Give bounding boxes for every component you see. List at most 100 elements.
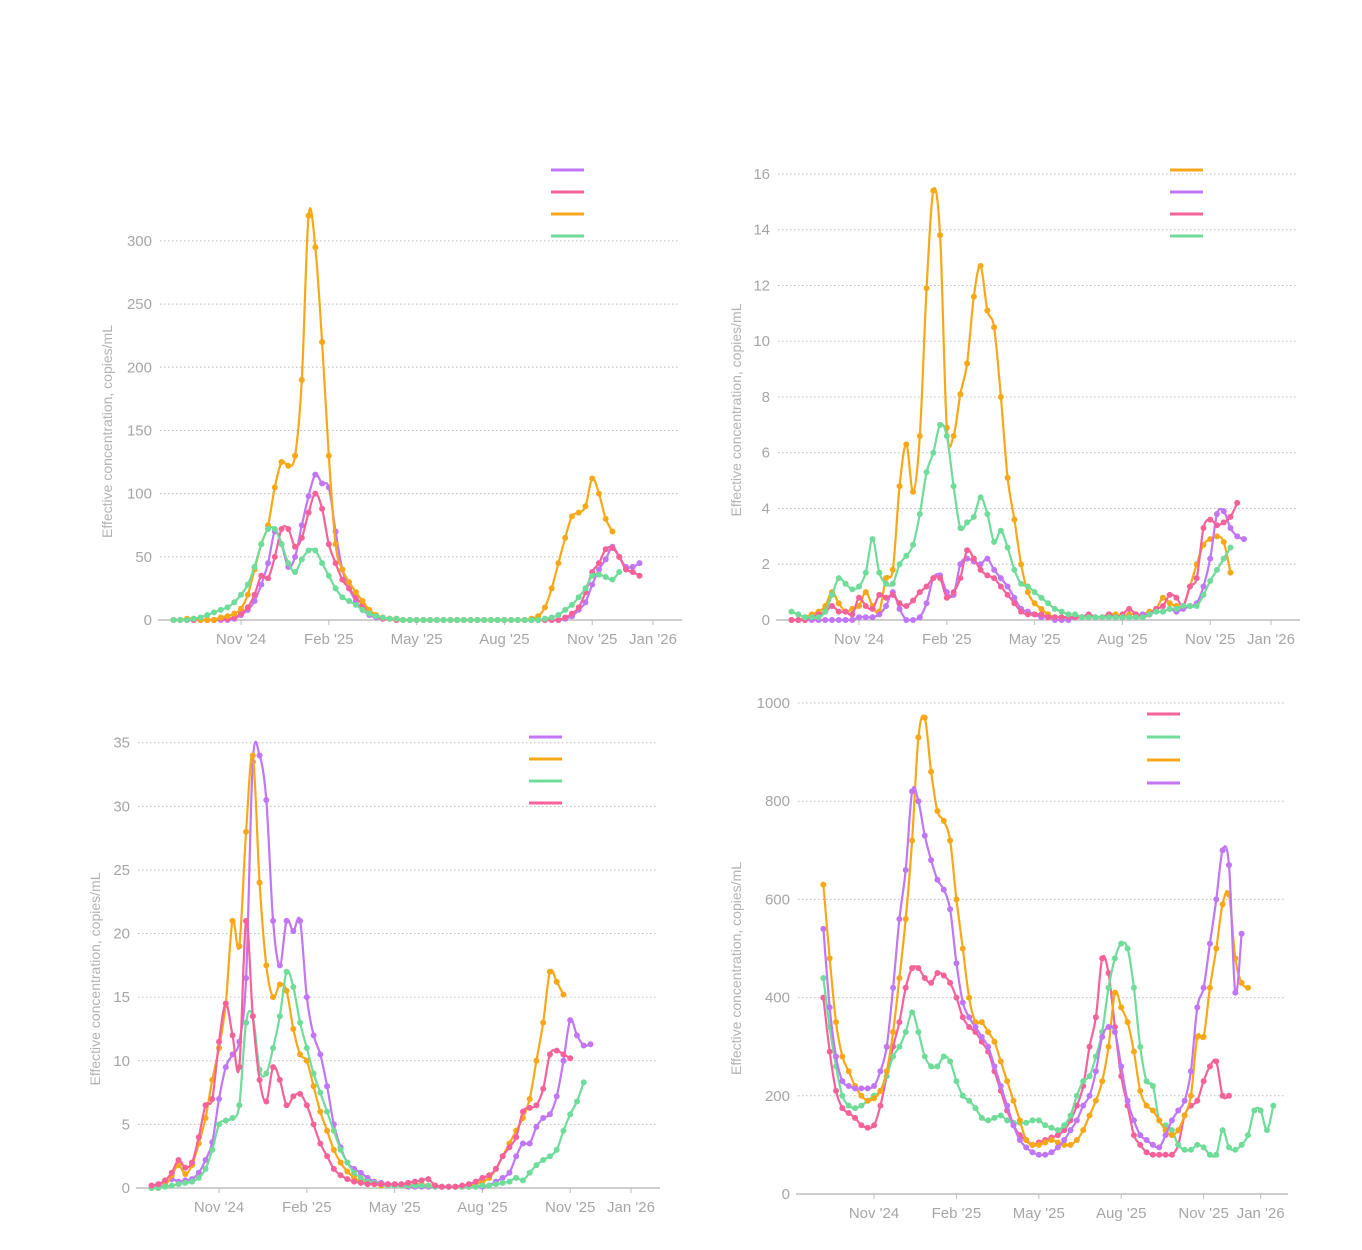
data-point-pink[interactable] [1200, 1078, 1207, 1085]
data-point-pink[interactable] [930, 575, 937, 582]
data-point-pink[interactable] [910, 597, 917, 604]
data-point-pink[interactable] [622, 566, 629, 573]
data-point-pink[interactable] [964, 547, 971, 554]
data-point-orange[interactable] [1016, 1117, 1023, 1124]
data-point-pink[interactable] [575, 604, 582, 611]
data-point-pink[interactable] [243, 917, 250, 924]
data-point-pink[interactable] [195, 1134, 202, 1141]
data-point-green[interactable] [400, 617, 407, 623]
data-point-orange[interactable] [526, 1095, 533, 1102]
data-point-orange[interactable] [317, 1108, 324, 1115]
data-point-green[interactable] [997, 527, 1004, 534]
data-point-purple[interactable] [934, 876, 941, 883]
data-point-pink[interactable] [1038, 611, 1045, 618]
data-point-purple[interactable] [1035, 1151, 1042, 1158]
data-point-orange[interactable] [325, 452, 332, 459]
data-point-green[interactable] [330, 1127, 337, 1134]
data-point-green[interactable] [170, 617, 177, 623]
data-point-pink[interactable] [902, 984, 909, 991]
data-point-purple[interactable] [1061, 1136, 1068, 1143]
data-point-pink[interactable] [258, 572, 265, 579]
data-point-green[interactable] [1065, 611, 1072, 618]
data-point-purple[interactable] [195, 1169, 202, 1176]
data-point-orange[interactable] [820, 881, 827, 888]
data-point-orange[interactable] [312, 244, 319, 251]
data-point-green[interactable] [849, 586, 856, 593]
data-point-green[interactable] [1257, 1107, 1264, 1114]
data-point-green[interactable] [1058, 608, 1065, 615]
data-point-green[interactable] [190, 615, 197, 622]
data-point-green[interactable] [420, 617, 427, 623]
data-point-purple[interactable] [256, 752, 263, 759]
data-point-green[interactable] [1139, 614, 1146, 621]
data-point-pink[interactable] [312, 490, 319, 497]
data-point-green[interactable] [352, 601, 359, 608]
data-point-green[interactable] [1004, 544, 1011, 551]
data-point-pink[interactable] [276, 1076, 283, 1083]
data-point-green[interactable] [862, 569, 869, 576]
data-point-pink[interactable] [344, 1176, 351, 1183]
data-point-green[interactable] [319, 560, 326, 567]
data-point-green[interactable] [1137, 1043, 1144, 1050]
data-point-purple[interactable] [953, 960, 960, 967]
data-point-pink[interactable] [298, 534, 305, 541]
data-point-pink[interactable] [636, 572, 643, 579]
data-point-purple[interactable] [589, 581, 596, 588]
data-point-green[interactable] [937, 421, 944, 428]
data-point-purple[interactable] [258, 581, 265, 588]
data-point-green[interactable] [433, 617, 440, 623]
data-point-green[interactable] [896, 1043, 903, 1050]
data-point-pink[interactable] [984, 572, 991, 579]
data-point-orange[interactable] [1035, 1141, 1042, 1148]
data-point-pink[interactable] [459, 1182, 466, 1189]
data-point-orange[interactable] [297, 1051, 304, 1058]
data-point-green[interactable] [393, 615, 400, 622]
data-point-green[interactable] [229, 1115, 236, 1122]
data-point-purple[interactable] [1011, 594, 1018, 601]
data-point-green[interactable] [216, 1121, 223, 1128]
data-point-green[interactable] [413, 617, 420, 623]
data-point-green[interactable] [869, 536, 876, 543]
data-point-orange[interactable] [910, 488, 917, 495]
data-point-green[interactable] [1232, 1146, 1239, 1153]
data-point-pink[interactable] [609, 544, 616, 551]
data-point-pink[interactable] [155, 1181, 162, 1188]
data-point-green[interactable] [454, 617, 461, 623]
data-point-purple[interactable] [1130, 1117, 1137, 1124]
data-point-orange[interactable] [555, 560, 562, 567]
data-point-purple[interactable] [265, 560, 272, 567]
data-point-orange[interactable] [890, 1028, 897, 1035]
data-point-green[interactable] [162, 1183, 169, 1190]
data-point-orange[interactable] [1227, 569, 1234, 576]
data-point-green[interactable] [788, 608, 795, 615]
data-point-purple[interactable] [1232, 989, 1239, 996]
data-point-purple[interactable] [582, 599, 589, 606]
data-point-purple[interactable] [1206, 940, 1213, 947]
data-point-purple[interactable] [560, 1057, 567, 1064]
data-point-green[interactable] [1186, 603, 1193, 610]
data-point-green[interactable] [1124, 945, 1131, 952]
data-point-orange[interactable] [290, 1025, 297, 1032]
data-point-pink[interactable] [842, 608, 849, 615]
data-point-purple[interactable] [526, 1140, 533, 1147]
data-point-green[interactable] [418, 1182, 425, 1189]
data-point-orange[interactable] [1118, 1004, 1125, 1011]
data-point-orange[interactable] [1004, 1078, 1011, 1085]
data-point-purple[interactable] [1240, 536, 1247, 543]
data-point-green[interactable] [1004, 1117, 1011, 1124]
data-point-orange[interactable] [1011, 516, 1018, 523]
data-point-pink[interactable] [940, 972, 947, 979]
data-point-purple[interactable] [1105, 1024, 1112, 1031]
data-point-pink[interactable] [883, 594, 890, 601]
data-point-pink[interactable] [858, 1122, 865, 1129]
data-point-orange[interactable] [937, 232, 944, 239]
data-point-green[interactable] [528, 617, 535, 623]
data-point-pink[interactable] [283, 1102, 290, 1109]
data-point-green[interactable] [560, 1127, 567, 1134]
data-point-purple[interactable] [972, 1024, 979, 1031]
data-point-green[interactable] [582, 585, 589, 592]
data-point-pink[interactable] [452, 1183, 459, 1190]
data-point-green[interactable] [1149, 1082, 1156, 1089]
data-point-pink[interactable] [378, 1181, 385, 1188]
data-point-green[interactable] [934, 1063, 941, 1070]
